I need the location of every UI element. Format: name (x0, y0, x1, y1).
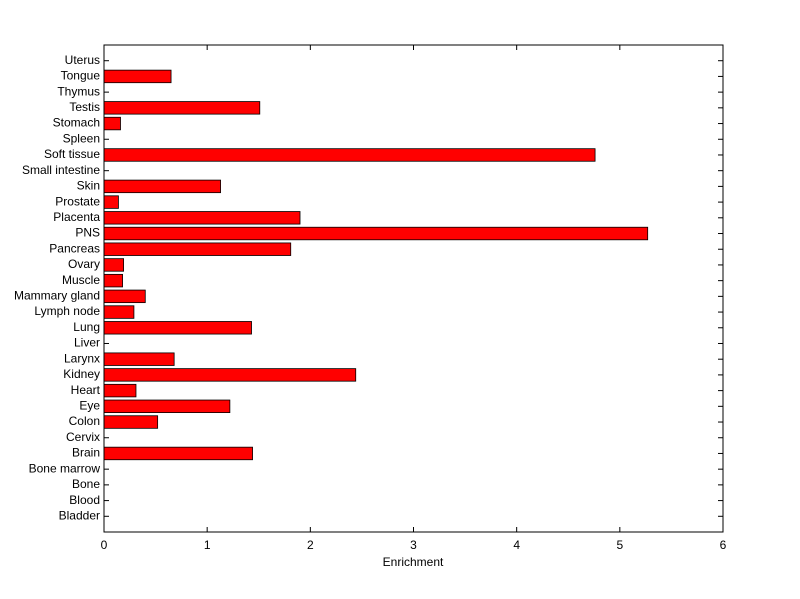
y-tick-label: Skin (77, 179, 100, 193)
x-tick-label: 3 (410, 538, 417, 552)
bar (103, 195, 119, 209)
bar (103, 415, 159, 429)
y-tick-label: Eye (79, 398, 100, 412)
x-tick-label: 1 (204, 538, 211, 552)
y-tick-label: Liver (74, 336, 100, 350)
y-tick-label: PNS (75, 226, 100, 240)
x-tick-label: 6 (720, 538, 727, 552)
bar (103, 305, 135, 319)
x-axis-label: Enrichment (383, 555, 444, 569)
y-tick-label: Spleen (63, 131, 100, 145)
x-tick-label: 4 (513, 538, 520, 552)
y-tick-label: Testis (69, 100, 100, 114)
y-tick-label: Mammary gland (14, 289, 100, 303)
y-tick-label: Uterus (65, 53, 100, 67)
bar (103, 226, 649, 241)
y-tick-label: Thymus (57, 84, 100, 98)
bar (103, 258, 125, 272)
x-tick-label: 5 (616, 538, 623, 552)
bar (103, 289, 146, 304)
bar (103, 101, 261, 115)
y-tick-label: Larynx (64, 351, 100, 365)
bar (103, 352, 175, 366)
bar (103, 273, 123, 288)
y-tick-label: Lung (73, 320, 100, 334)
bar (103, 383, 137, 398)
y-tick-label: Bone marrow (29, 461, 101, 475)
bar (103, 446, 253, 461)
y-tick-label: Tongue (61, 69, 101, 83)
y-tick-label: Colon (69, 414, 100, 428)
bar (103, 368, 357, 382)
y-tick-label: Stomach (53, 116, 100, 130)
y-tick-label: Blood (69, 493, 100, 507)
bar (103, 148, 596, 162)
y-tick-label: Small intestine (22, 163, 100, 177)
bar (103, 179, 221, 194)
y-tick-label: Ovary (68, 257, 100, 271)
bar (103, 211, 301, 225)
x-tick-label: 2 (307, 538, 314, 552)
y-tick-label: Heart (71, 383, 101, 397)
y-tick-label: Brain (72, 446, 100, 460)
plot-frame (103, 44, 724, 533)
y-tick-label: Pancreas (49, 241, 100, 255)
y-tick-label: Bone (72, 477, 100, 491)
x-tick-label: 0 (101, 538, 108, 552)
bar (103, 321, 252, 335)
y-tick-label: Soft tissue (44, 147, 100, 161)
y-tick-label: Prostate (55, 194, 100, 208)
y-tick-label: Muscle (62, 273, 100, 287)
y-tick-label: Cervix (66, 430, 100, 444)
bar (103, 242, 292, 256)
y-tick-label: Lymph node (34, 304, 100, 318)
bar (103, 116, 121, 131)
y-tick-label: Placenta (53, 210, 100, 224)
y-tick-label: Bladder (59, 508, 100, 522)
bar (103, 69, 172, 84)
y-tick-label: Kidney (63, 367, 100, 381)
bar (103, 399, 231, 414)
